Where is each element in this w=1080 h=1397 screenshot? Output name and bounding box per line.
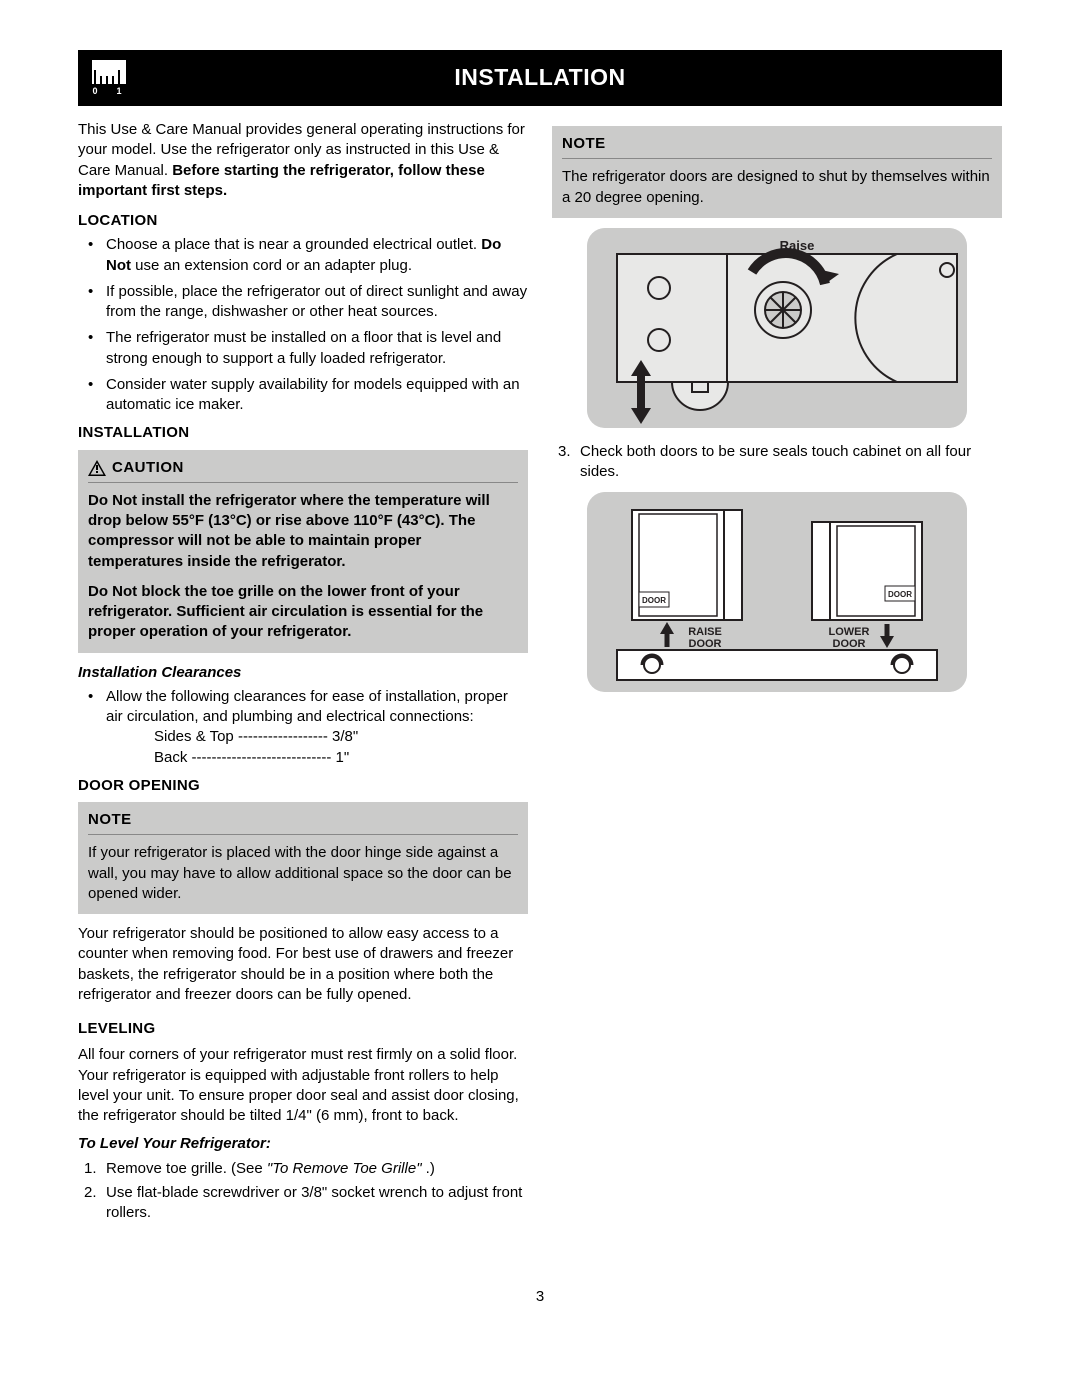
list-item: Consider water supply availability for m…	[106, 375, 528, 416]
note-label: NOTE	[562, 134, 606, 154]
lower-door-label-a: LOWER	[829, 626, 870, 638]
location-list: Choose a place that is near a grounded e…	[78, 235, 528, 415]
note-body: The refrigerator doors are designed to s…	[562, 167, 992, 208]
clearance-row: Back ---------------------------- 1"	[154, 748, 528, 768]
caution-body: Do Not install the refrigerator where th…	[88, 491, 518, 643]
page-number: 3	[78, 1287, 1002, 1307]
list-item-text: If possible, place the refrigerator out …	[106, 283, 527, 320]
step-quote: "To Remove Toe Grille"	[267, 1160, 422, 1177]
ruler-tick-1: 1	[116, 86, 121, 96]
list-item: Remove toe grille. (See "To Remove Toe G…	[106, 1159, 528, 1179]
intro-paragraph: This Use & Care Manual provides general …	[78, 120, 528, 201]
caution-p1: Do Not install the refrigerator where th…	[88, 492, 490, 570]
door-label-left: DOOR	[642, 596, 666, 605]
step-text: Remove toe grille. (See	[106, 1160, 267, 1177]
note-text: The refrigerator doors are designed to s…	[562, 167, 992, 208]
ruler-tick-0: 0	[92, 86, 97, 96]
warning-icon	[88, 460, 106, 476]
lower-door-label-b: DOOR	[833, 638, 866, 650]
door-opening-heading: DOOR OPENING	[78, 776, 528, 796]
location-heading: LOCATION	[78, 211, 528, 231]
left-column: This Use & Care Manual provides general …	[78, 120, 528, 1227]
step-text: Use flat-blade screwdriver or 3/8" socke…	[106, 1184, 522, 1221]
step-3: Check both doors to be sure seals touch …	[552, 442, 1002, 483]
caution-label: CAUTION	[112, 458, 184, 478]
leveling-heading: LEVELING	[78, 1019, 528, 1039]
list-item: If possible, place the refrigerator out …	[106, 282, 528, 323]
right-column: NOTE The refrigerator doors are designed…	[552, 120, 1002, 1227]
figure-raise-roller: Raise	[587, 228, 967, 428]
list-item-text: Choose a place that is near a grounded e…	[106, 236, 481, 253]
list-item: Choose a place that is near a grounded e…	[106, 235, 528, 276]
note-body: If your refrigerator is placed with the …	[88, 843, 518, 904]
leveling-paragraph: All four corners of your refrigerator mu…	[78, 1045, 528, 1126]
door-label-right: DOOR	[888, 590, 912, 599]
clearances-heading: Installation Clearances	[78, 663, 528, 683]
caution-box: CAUTION Do Not install the refrigerator …	[78, 450, 528, 653]
installation-heading: INSTALLATION	[78, 423, 528, 443]
raise-door-label-b: DOOR	[689, 638, 722, 650]
ruler-icon: 0 1	[92, 60, 126, 102]
note-header: NOTE	[88, 810, 518, 835]
note-box-door: NOTE If your refrigerator is placed with…	[78, 802, 528, 914]
note-label: NOTE	[88, 810, 132, 830]
clearance-row: Sides & Top ------------------ 3/8"	[154, 727, 528, 747]
page-header-bar: 0 1 INSTALLATION	[78, 50, 1002, 106]
note-text: If your refrigerator is placed with the …	[88, 843, 518, 904]
caution-header: CAUTION	[88, 458, 518, 483]
content-columns: This Use & Care Manual provides general …	[78, 120, 1002, 1227]
clearances-list: Allow the following clearances for ease …	[78, 687, 528, 768]
page-title: INSTALLATION	[78, 62, 1002, 93]
list-item: The refrigerator must be installed on a …	[106, 328, 528, 369]
note-box-right: NOTE The refrigerator doors are designed…	[552, 126, 1002, 218]
list-item-text: use an extension cord or an adapter plug…	[131, 257, 412, 274]
raise-door-label-a: RAISE	[688, 626, 722, 638]
note-header: NOTE	[562, 134, 992, 159]
caution-p2: Do Not block the toe grille on the lower…	[88, 583, 483, 641]
raise-label: Raise	[780, 238, 815, 253]
door-opening-paragraph: Your refrigerator should be positioned t…	[78, 924, 528, 1005]
step-text: .)	[422, 1160, 435, 1177]
leveling-subhead: To Level Your Refrigerator:	[78, 1134, 528, 1154]
list-item: Allow the following clearances for ease …	[106, 687, 528, 768]
list-item-text: Consider water supply availability for m…	[106, 376, 520, 413]
figure-door-level: DOOR DOOR RAISE DOOR	[587, 492, 967, 692]
clearances-lead: Allow the following clearances for ease …	[106, 688, 508, 725]
step-3-text: Check both doors to be sure seals touch …	[580, 443, 971, 480]
list-item-text: The refrigerator must be installed on a …	[106, 329, 501, 366]
clearance-values: Sides & Top ------------------ 3/8" Back…	[106, 727, 528, 768]
list-item: Use flat-blade screwdriver or 3/8" socke…	[106, 1183, 528, 1224]
leveling-steps: Remove toe grille. (See "To Remove Toe G…	[78, 1159, 528, 1224]
